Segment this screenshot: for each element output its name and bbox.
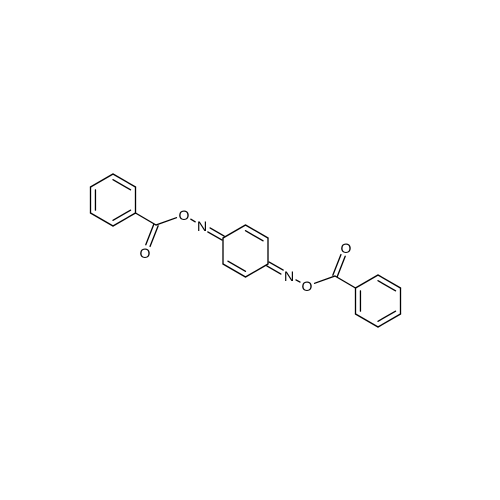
svg-text:O: O — [140, 245, 151, 261]
svg-text:O: O — [341, 240, 352, 256]
svg-text:N: N — [284, 268, 294, 284]
chemical-structure-diagram: OONNOO — [0, 0, 500, 500]
svg-text:O: O — [179, 207, 190, 223]
svg-text:N: N — [197, 218, 207, 234]
molecule-svg: OONNOO — [0, 0, 500, 500]
svg-text:O: O — [302, 278, 313, 294]
